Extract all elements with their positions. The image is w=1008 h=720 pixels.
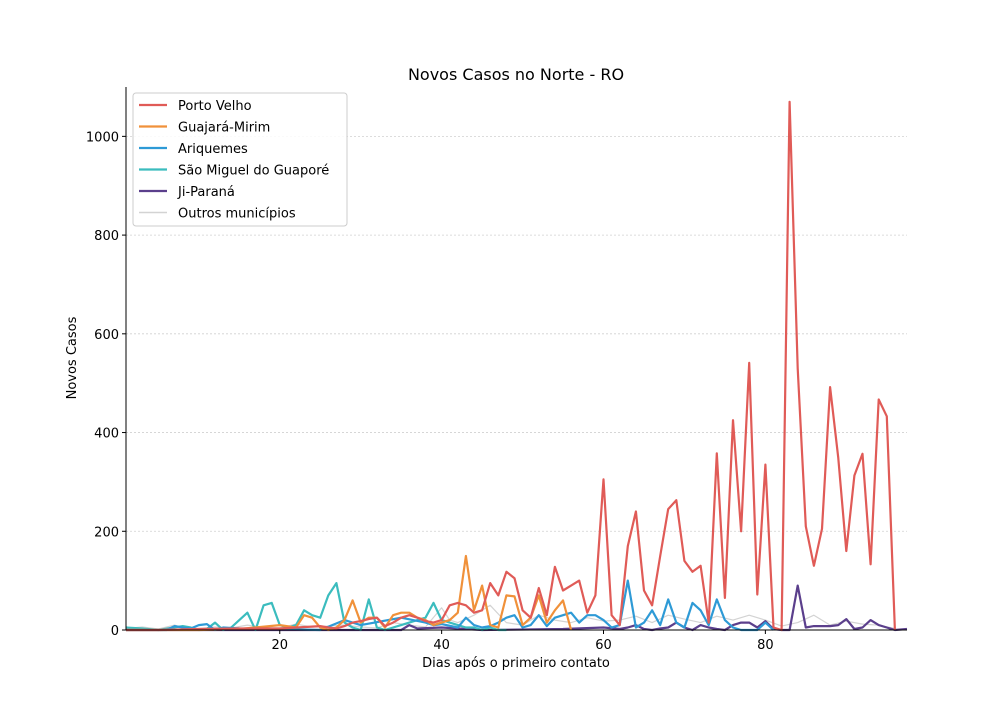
x-tick-label: 20	[271, 638, 288, 653]
series-group-outros	[125, 604, 896, 630]
x-tick-label: 60	[595, 638, 612, 653]
legend-label-outros-municipios: Outros municípios	[178, 207, 296, 222]
y-tick-label: 200	[94, 525, 119, 540]
y-tick-label: 0	[111, 624, 119, 639]
axes	[125, 87, 907, 631]
series-line-porto-velho	[126, 100, 896, 632]
x-tick-label: 40	[433, 638, 450, 653]
legend-label-ariquemes: Ariquemes	[178, 142, 248, 157]
x-tick-label: 80	[757, 638, 774, 653]
y-tick-label: 800	[94, 229, 119, 244]
y-tick-label: 600	[94, 328, 119, 343]
legend-label-sao-miguel-do-guapore: São Miguel do Guaporé	[178, 164, 329, 179]
legend: Porto Velho Guajará-Mirim Ariquemes São Mig…	[132, 92, 348, 227]
legend-label-guajara-mirim: Guajará-Mirim	[178, 121, 270, 136]
series-line-sao-miguel-do-guapore	[125, 581, 507, 632]
chart-title: Novos Casos no Norte - RO	[408, 65, 624, 84]
series-line-ji-parana	[126, 584, 908, 632]
legend-label-ji-parana: Ji-Paraná	[177, 185, 235, 200]
series-line-outros-municipios	[125, 604, 896, 630]
legend-box	[132, 92, 348, 227]
y-tick-label: 1000	[86, 130, 119, 145]
y-tick-label: 400	[94, 427, 119, 442]
tick-labels: 0 200 400 600 800 1000 20 40 60 80	[86, 130, 774, 653]
y-axis-label: Novos Casos	[65, 316, 80, 399]
x-axis-label: Dias após o primeiro contato	[422, 656, 610, 671]
series-group-main	[125, 100, 908, 632]
legend-label-porto-velho: Porto Velho	[178, 99, 252, 114]
series-line-guajara-mirim	[126, 554, 573, 632]
